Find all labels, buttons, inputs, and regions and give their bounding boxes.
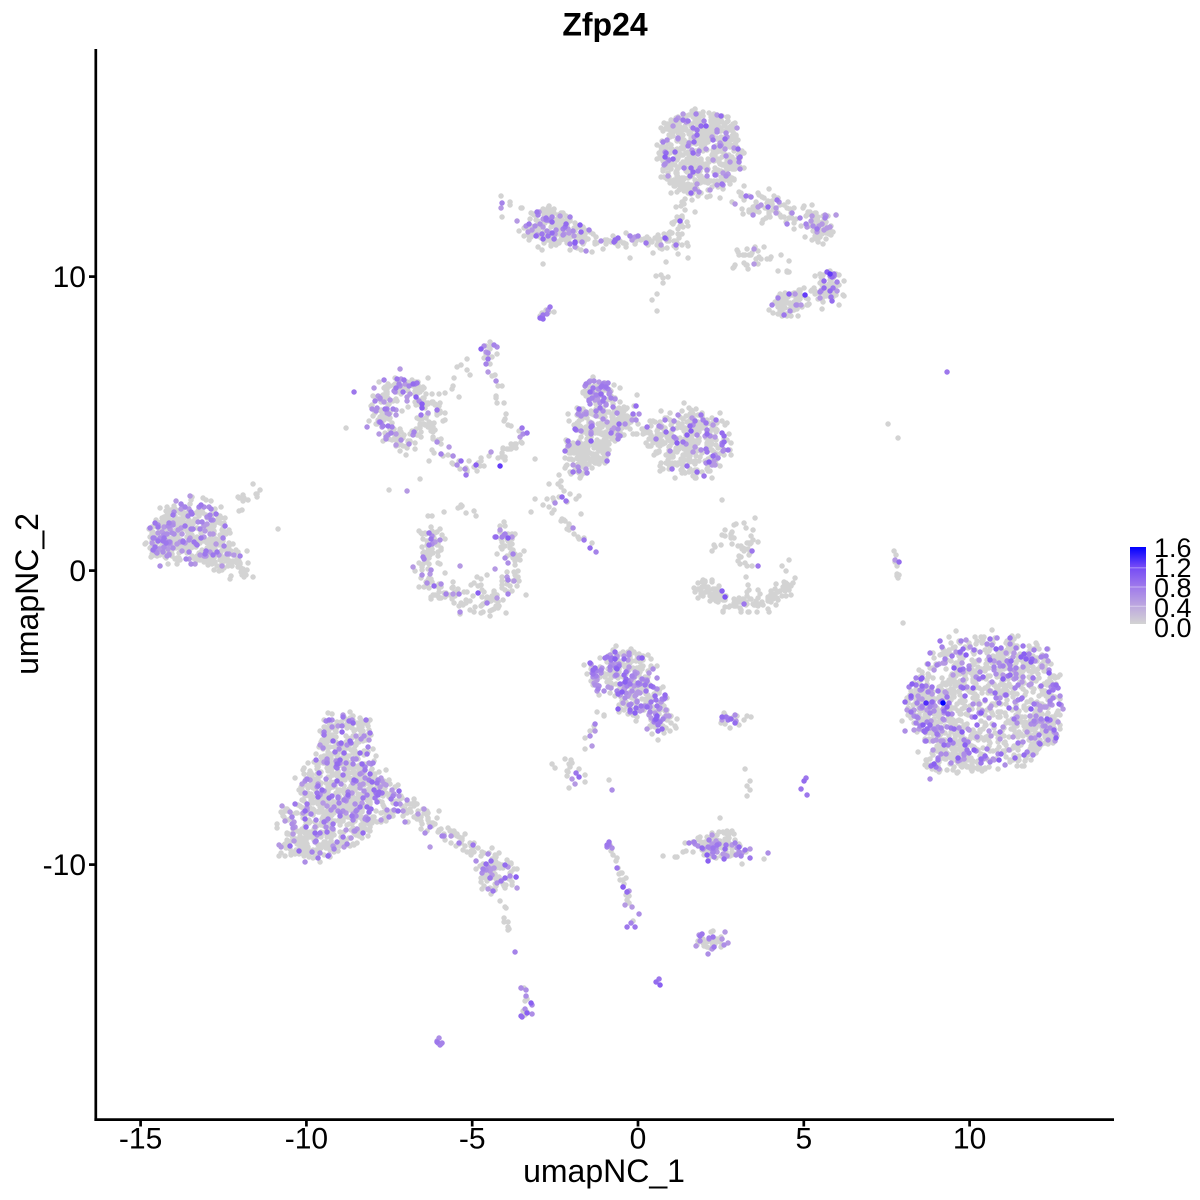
svg-text:-10: -10 bbox=[43, 849, 86, 882]
svg-text:umapNC_1: umapNC_1 bbox=[523, 1153, 685, 1189]
svg-text:1.2: 1.2 bbox=[1154, 553, 1192, 583]
svg-text:5: 5 bbox=[795, 1123, 812, 1156]
svg-text:0: 0 bbox=[630, 1123, 647, 1156]
svg-text:0: 0 bbox=[69, 555, 86, 588]
svg-text:1.6: 1.6 bbox=[1154, 533, 1192, 563]
svg-text:-5: -5 bbox=[459, 1123, 486, 1156]
svg-text:0.4: 0.4 bbox=[1154, 593, 1192, 623]
svg-text:0.0: 0.0 bbox=[1154, 613, 1192, 643]
svg-text:-10: -10 bbox=[285, 1123, 328, 1156]
svg-text:umapNC_2: umapNC_2 bbox=[9, 513, 45, 675]
svg-text:0.8: 0.8 bbox=[1154, 573, 1192, 603]
svg-text:10: 10 bbox=[953, 1123, 986, 1156]
svg-text:-15: -15 bbox=[119, 1123, 162, 1156]
svg-text:Zfp24: Zfp24 bbox=[562, 7, 648, 43]
svg-text:10: 10 bbox=[53, 261, 86, 294]
